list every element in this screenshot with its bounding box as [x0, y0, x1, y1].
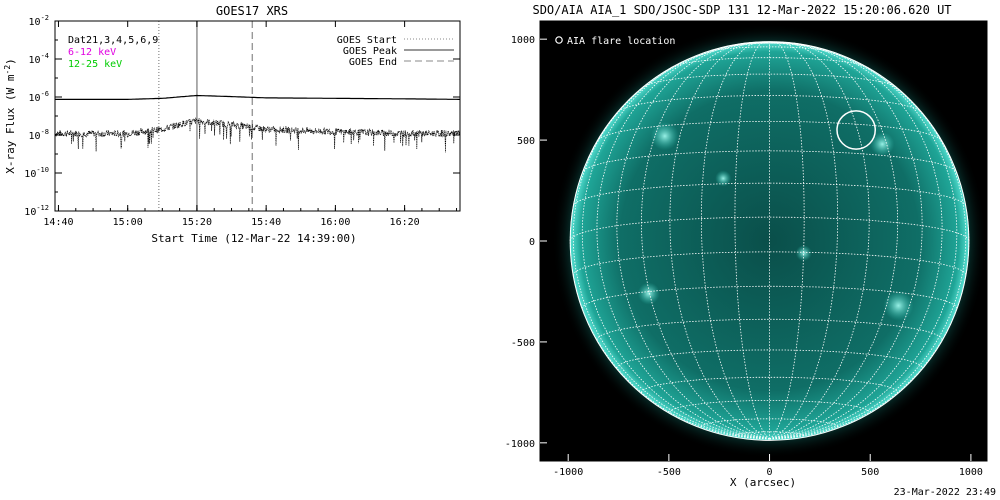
aia-limb-outline: [569, 41, 970, 441]
aia-active-region: [795, 245, 812, 262]
goes-ytick-base: 10: [29, 55, 41, 66]
goes-info-line: 12-25 keV: [68, 59, 122, 70]
aia-xtick-label: 1000: [959, 467, 983, 478]
goes-ylabel-group: X-ray Flux (W m-2): [3, 58, 17, 174]
goes-xtick-label: 14:40: [43, 217, 73, 228]
aia-grid-parallel: [581, 150, 958, 174]
aia-active-region: [870, 132, 895, 157]
aia-image-panel: SDO/AIA AIA_1 SDO/JSOC-SDP 131 12-Mar-20…: [505, 3, 988, 489]
aia-title: SDO/AIA AIA_1 SDO/JSOC-SDP 131 12-Mar-20…: [532, 3, 951, 17]
goes-ytick-label: 10-12: [24, 204, 49, 218]
goes-xtick-label: 15:00: [113, 217, 143, 228]
goes-ytick-label: 10-2: [29, 14, 49, 28]
aia-grid-parallel: [669, 57, 870, 70]
goes-ylabel-close: ): [4, 58, 17, 65]
goes-ytick-label: 10-10: [24, 166, 49, 180]
goes-ytick-label: 10-6: [29, 90, 49, 104]
goes-ytick-exp: -2: [41, 14, 49, 22]
aia-legend-circle-icon: [555, 36, 563, 44]
aia-active-region: [650, 121, 679, 151]
aia-ytick-label: -1000: [505, 439, 535, 450]
aia-ytick-label: -500: [511, 338, 535, 349]
goes-chart-title: GOES17 XRS: [216, 4, 288, 18]
aia-legend-label: AIA flare location: [567, 36, 675, 47]
goes-ylabel-exp: -2: [3, 65, 12, 75]
goes-info-line: 6-12 keV: [68, 47, 116, 58]
aia-grid-meridian: [769, 41, 805, 440]
aia-grid-parallel: [616, 95, 923, 114]
aia-active-region: [637, 282, 660, 305]
goes-ytick-exp: -6: [41, 90, 49, 98]
aia-xlabel: X (arcsec): [730, 476, 796, 489]
goes-info-line: Dat21,3,4,5,6,9: [68, 35, 158, 46]
goes-ytick-base: 10: [29, 131, 41, 142]
goes-legend-label: GOES Start: [337, 35, 397, 46]
aia-grid-parallel: [669, 400, 870, 413]
goes-ytick-base: 10: [29, 93, 41, 104]
aia-sun-image: [552, 23, 987, 459]
goes-ylabel-main: X-ray Flux (W m: [4, 74, 17, 174]
aia-grid-parallel: [569, 216, 970, 242]
aia-active-region: [883, 290, 914, 321]
goes-ytick-exp: -10: [36, 166, 49, 174]
goes-xtick-label: 15:20: [182, 217, 212, 228]
goes-ytick-exp: -8: [41, 128, 49, 136]
goes-xlabel: Start Time (12-Mar-22 14:39:00): [151, 232, 356, 245]
goes-xrs-chart: GOES17 XRS Start Time (12-Mar-22 14:39:0…: [3, 4, 461, 245]
footer-timestamp: 23-Mar-2022 23:49: [893, 487, 996, 498]
aia-grid-parallel: [701, 418, 839, 428]
goes-plot-area: [54, 21, 460, 211]
aia-xtick-label: 0: [767, 467, 773, 478]
goes-series-1-line: [55, 94, 460, 101]
goes-ytick-exp: -4: [41, 52, 49, 60]
aia-grid-meridian: [769, 42, 943, 440]
aia-ytick-label: 1000: [511, 35, 535, 46]
goes-ylabel: X-ray Flux (W m-2): [3, 58, 17, 174]
aia-grid-meridian: [769, 41, 870, 440]
aia-ytick-label: 0: [529, 237, 535, 248]
goes-ytick-label: 10-8: [29, 128, 49, 142]
goes-series-2-line: [54, 117, 460, 153]
goes-ytick-exp: -12: [36, 204, 49, 212]
goes-ytick-base: 10: [24, 207, 36, 218]
aia-active-region: [715, 170, 732, 187]
goes-ytick-base: 10: [24, 169, 36, 180]
aia-axes: -1000 -500 0 500 1000 -1000 -500 0 500 1000: [505, 35, 983, 478]
aia-xtick-label: 500: [861, 467, 879, 478]
goes-legend-label: GOES Peak: [343, 46, 397, 57]
goes-xtick-label: 16:00: [320, 217, 350, 228]
aia-xtick-label: -500: [657, 467, 681, 478]
aia-xtick-label: -1000: [553, 467, 583, 478]
aia-ytick-label: 500: [517, 136, 535, 147]
aia-flare-circle: [836, 110, 876, 150]
goes-ytick-base: 10: [29, 17, 41, 28]
goes-xtick-label: 16:20: [390, 217, 420, 228]
goes-legend-label: GOES End: [349, 57, 397, 68]
aia-grid-meridian: [700, 41, 770, 440]
goes-xtick-label: 15:40: [251, 217, 281, 228]
aia-grid-meridian: [769, 42, 970, 440]
goes-ytick-label: 10-4: [29, 52, 49, 66]
aia-grid-parallel: [581, 285, 958, 309]
aia-grid-parallel: [616, 349, 923, 369]
